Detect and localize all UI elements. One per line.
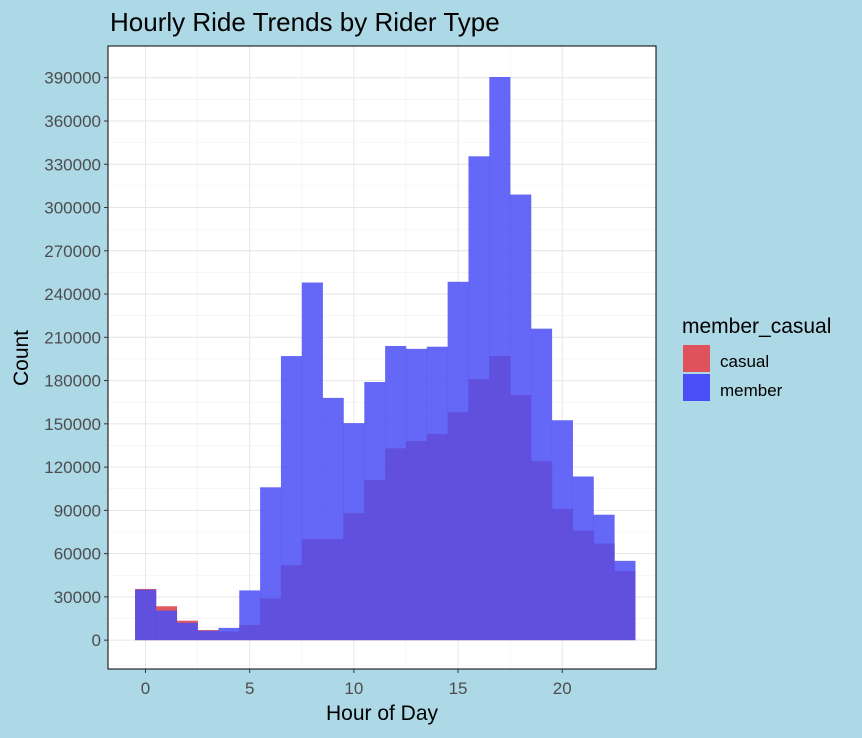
bar-member bbox=[489, 77, 511, 641]
bar-member bbox=[364, 382, 386, 641]
bar-member bbox=[385, 345, 407, 641]
x-axis-ticks: 0 5 10 15 20 bbox=[141, 669, 572, 698]
y-tick-label: 360000 bbox=[44, 112, 101, 131]
legend-key-casual bbox=[683, 345, 710, 372]
bar-member bbox=[135, 589, 157, 641]
bar-member bbox=[218, 627, 240, 641]
bar-member bbox=[260, 487, 282, 641]
y-tick-label: 240000 bbox=[44, 285, 101, 304]
bar-member bbox=[510, 194, 532, 641]
y-tick-label: 30000 bbox=[54, 588, 101, 607]
y-tick-label: 120000 bbox=[44, 458, 101, 477]
legend-label-member: member bbox=[720, 381, 783, 400]
y-tick-label: 90000 bbox=[54, 501, 101, 520]
y-tick-label: 0 bbox=[92, 631, 101, 650]
bar-member bbox=[447, 281, 469, 641]
bar-member bbox=[572, 476, 594, 641]
bar-member bbox=[176, 622, 198, 641]
legend: member_casual casual member bbox=[682, 315, 831, 401]
x-tick-label: 10 bbox=[344, 679, 363, 698]
y-tick-label: 330000 bbox=[44, 155, 101, 174]
y-tick-label: 150000 bbox=[44, 415, 101, 434]
y-tick-label: 180000 bbox=[44, 372, 101, 391]
x-tick-label: 15 bbox=[449, 679, 468, 698]
bar-member bbox=[239, 590, 261, 641]
x-tick-label: 0 bbox=[141, 679, 150, 698]
bar-member bbox=[551, 420, 573, 641]
bars-layer bbox=[135, 77, 636, 641]
x-axis-label: Hour of Day bbox=[326, 702, 439, 725]
y-tick-label: 300000 bbox=[44, 199, 101, 218]
x-tick-label: 5 bbox=[245, 679, 254, 698]
bar-member bbox=[405, 348, 428, 641]
bar-member bbox=[426, 346, 448, 641]
plot-border bbox=[107, 45, 657, 670]
y-tick-label: 390000 bbox=[44, 69, 101, 88]
y-axis-label: Count bbox=[10, 330, 33, 386]
bar-member bbox=[468, 156, 490, 641]
bar-member bbox=[322, 397, 344, 641]
legend-key-member bbox=[683, 374, 710, 401]
bar-member bbox=[155, 610, 178, 641]
bar-member bbox=[197, 630, 219, 641]
y-axis-ticks: 0 30000 60000 90000 120000 150000 180000 210000… bbox=[44, 69, 108, 650]
y-tick-label: 210000 bbox=[44, 328, 101, 347]
bar-member bbox=[343, 423, 365, 641]
legend-title: member_casual bbox=[682, 315, 831, 338]
legend-label-casual: casual bbox=[720, 352, 769, 371]
bar-member bbox=[280, 356, 303, 641]
chart-title: Hourly Ride Trends by Rider Type bbox=[110, 7, 500, 37]
y-tick-label: 270000 bbox=[44, 242, 101, 261]
bar-member bbox=[614, 560, 636, 641]
bar-member bbox=[530, 328, 553, 641]
y-tick-label: 60000 bbox=[54, 545, 101, 564]
bar-member bbox=[593, 514, 615, 641]
x-tick-label: 20 bbox=[553, 679, 572, 698]
bar-member bbox=[301, 282, 323, 641]
